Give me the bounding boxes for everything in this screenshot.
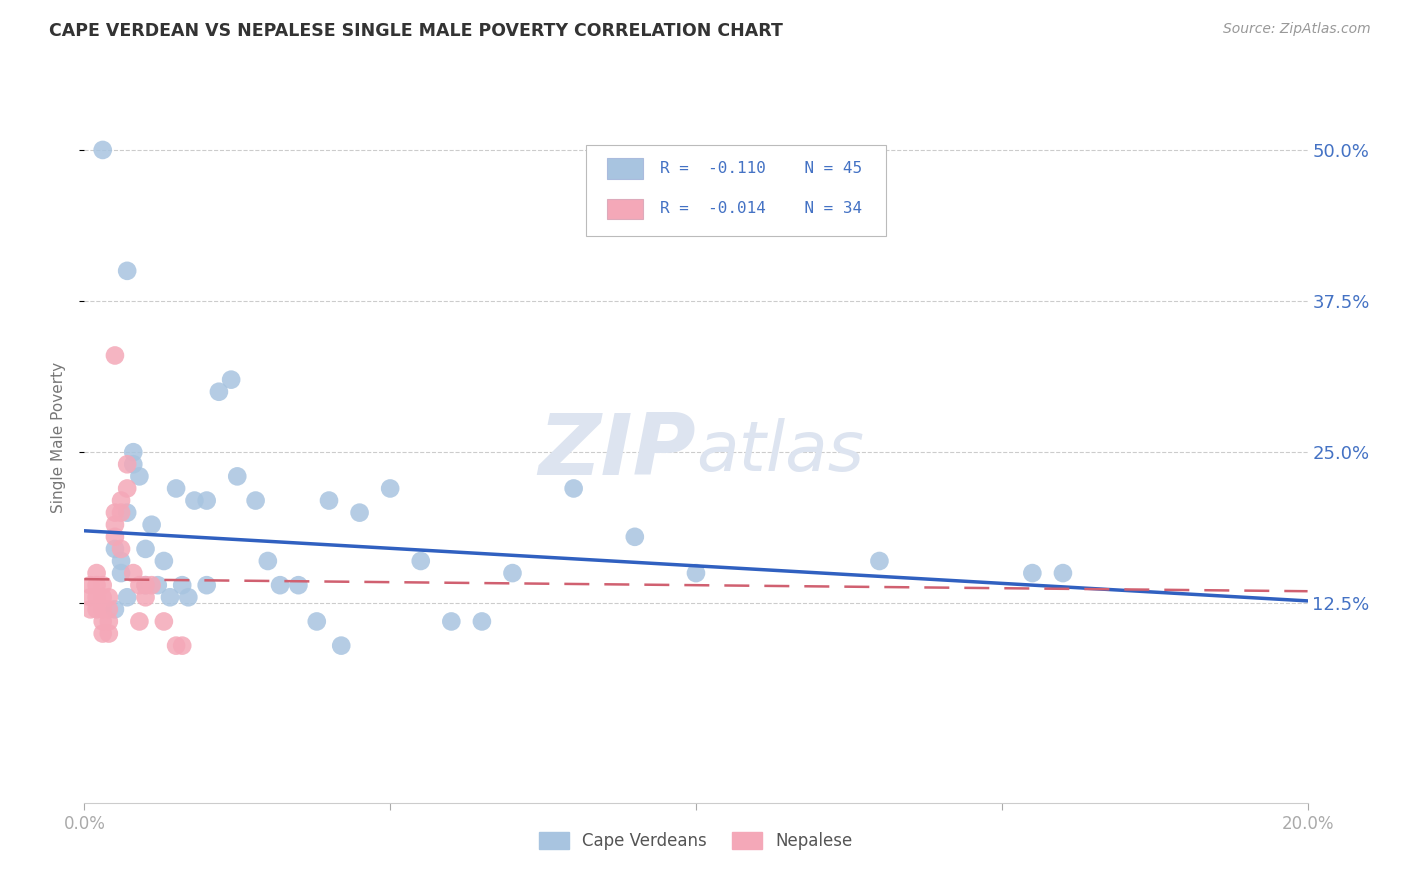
Point xyxy=(165,482,187,496)
Point xyxy=(104,541,127,556)
Point xyxy=(110,554,132,568)
Point xyxy=(115,482,138,496)
Point xyxy=(104,602,127,616)
Point xyxy=(440,615,463,629)
Y-axis label: Single Male Poverty: Single Male Poverty xyxy=(51,361,66,513)
Point xyxy=(624,530,647,544)
Point xyxy=(91,602,114,616)
Point xyxy=(110,541,132,556)
Point xyxy=(135,578,157,592)
Point xyxy=(257,554,280,568)
Point xyxy=(172,578,194,592)
FancyBboxPatch shape xyxy=(606,159,644,179)
Point xyxy=(97,615,120,629)
Point xyxy=(135,578,157,592)
Text: R =  -0.110    N = 45: R = -0.110 N = 45 xyxy=(661,161,863,176)
Point xyxy=(128,578,150,592)
Point xyxy=(245,493,267,508)
Point xyxy=(380,482,402,496)
Point xyxy=(135,541,157,556)
Text: R =  -0.014    N = 34: R = -0.014 N = 34 xyxy=(661,202,863,217)
Point xyxy=(195,578,218,592)
Point xyxy=(115,264,138,278)
Point xyxy=(122,457,145,471)
Point xyxy=(115,591,138,605)
Point xyxy=(330,639,353,653)
Point xyxy=(141,517,163,532)
Point xyxy=(128,615,150,629)
Point xyxy=(153,554,176,568)
Point xyxy=(115,506,138,520)
Point xyxy=(195,493,218,508)
Point xyxy=(79,591,101,605)
Point xyxy=(79,602,101,616)
Point xyxy=(226,469,249,483)
FancyBboxPatch shape xyxy=(606,199,644,219)
Point xyxy=(104,349,127,363)
Point xyxy=(409,554,432,568)
Point xyxy=(91,615,114,629)
Point xyxy=(86,578,108,592)
Point xyxy=(159,591,181,605)
Point xyxy=(219,373,242,387)
Point xyxy=(122,445,145,459)
Point xyxy=(97,626,120,640)
Point xyxy=(562,482,585,496)
Point xyxy=(269,578,291,592)
Point xyxy=(287,578,309,592)
Point xyxy=(349,506,371,520)
Point xyxy=(135,591,157,605)
Point xyxy=(86,566,108,580)
FancyBboxPatch shape xyxy=(586,145,886,235)
Point xyxy=(1021,566,1043,580)
Text: ZIP: ZIP xyxy=(538,410,696,493)
Point xyxy=(110,566,132,580)
Point xyxy=(208,384,231,399)
Point xyxy=(104,506,127,520)
Point xyxy=(502,566,524,580)
Point xyxy=(97,602,120,616)
Point xyxy=(91,591,114,605)
Point xyxy=(122,566,145,580)
Point xyxy=(91,626,114,640)
Point xyxy=(110,493,132,508)
Point xyxy=(97,591,120,605)
Point xyxy=(115,457,138,471)
Point xyxy=(177,591,200,605)
Point xyxy=(183,493,205,508)
Point xyxy=(91,143,114,157)
Legend: Cape Verdeans, Nepalese: Cape Verdeans, Nepalese xyxy=(533,825,859,856)
Point xyxy=(471,615,494,629)
Point xyxy=(141,578,163,592)
Point xyxy=(305,615,328,629)
Text: Source: ZipAtlas.com: Source: ZipAtlas.com xyxy=(1223,22,1371,37)
Point xyxy=(685,566,707,580)
Point xyxy=(146,578,169,592)
Point xyxy=(869,554,891,568)
Point xyxy=(79,578,101,592)
Point xyxy=(104,517,127,532)
Point xyxy=(128,469,150,483)
Point xyxy=(318,493,340,508)
Point xyxy=(86,602,108,616)
Point xyxy=(91,578,114,592)
Point xyxy=(86,591,108,605)
Point xyxy=(110,506,132,520)
Point xyxy=(104,530,127,544)
Point xyxy=(165,639,187,653)
Text: atlas: atlas xyxy=(696,418,863,485)
Point xyxy=(1052,566,1074,580)
Text: CAPE VERDEAN VS NEPALESE SINGLE MALE POVERTY CORRELATION CHART: CAPE VERDEAN VS NEPALESE SINGLE MALE POV… xyxy=(49,22,783,40)
Point xyxy=(153,615,176,629)
Point xyxy=(172,639,194,653)
